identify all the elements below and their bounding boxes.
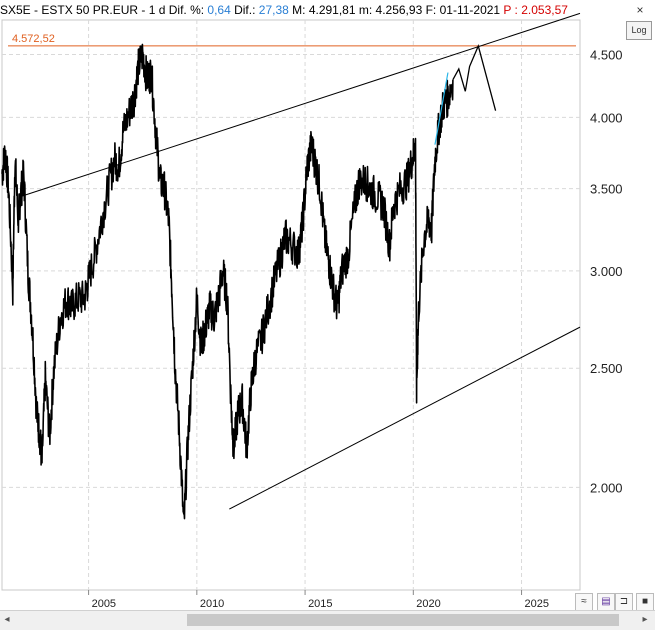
min-label: m: (355, 3, 376, 17)
x-axis: 2005 2010 2015 2020 2025 (92, 598, 549, 610)
y-tick-label: 2.500 (590, 361, 623, 376)
projection-path (452, 44, 497, 111)
scroll-left-icon[interactable]: ◂ (4, 614, 10, 625)
save-icon[interactable]: ▤ (597, 593, 615, 611)
max-label: M: (288, 3, 309, 17)
y-tick-label: 3.500 (590, 182, 623, 197)
price-line (1, 43, 454, 520)
close-icon[interactable]: × (636, 3, 644, 17)
date-label: F: (422, 3, 440, 17)
symbol-label: SX5E - ESTX 50 PR.EUR - (0, 3, 149, 17)
y-tick-label: 3.000 (590, 264, 623, 279)
scroll-thumb[interactable] (187, 614, 619, 626)
short-trend-line (434, 72, 449, 145)
chart-grid (1, 19, 581, 595)
p-label: P : (500, 3, 522, 17)
x-tick-label: 2020 (416, 598, 440, 610)
color-icon[interactable]: ■ (636, 593, 654, 611)
resistance-label: 4.572,52 (12, 33, 55, 45)
horizontal-line-group: 4.572,52 (8, 33, 576, 47)
dif-label: Dif.: (230, 3, 259, 17)
x-tick-label: 2005 (92, 598, 116, 610)
pin-icon[interactable]: ⊐ (615, 593, 633, 611)
channel-upper-line (21, 12, 581, 197)
projection-line (452, 44, 497, 111)
max-value: 4.291,81 (308, 3, 356, 17)
horizontal-scrollbar[interactable]: ◂ ▸ (0, 610, 655, 630)
date-value: 01-11-2021 (439, 3, 501, 17)
x-tick-label: 2025 (525, 598, 549, 610)
dif-value: 27,38 (258, 3, 289, 17)
y-axis: 2.000 2.500 3.000 3.500 4.000 4.500 (590, 47, 623, 495)
y-tick-label: 2.000 (590, 480, 623, 495)
x-tick-label: 2010 (200, 598, 224, 610)
period-label: 1 d (148, 3, 169, 17)
scroll-right-icon[interactable]: ▸ (642, 614, 648, 625)
log-scale-button[interactable]: Log (626, 21, 652, 40)
y-tick-label: 4.000 (590, 110, 623, 125)
channel-lines (21, 12, 581, 510)
channel-lower-line (229, 326, 581, 510)
price-chart: 4.572,52 2.0002.5003.0003.5004.0004.500 … (1, 12, 623, 610)
dif-pct-value: 0,64 (207, 3, 231, 17)
y-tick-label: 4.500 (590, 47, 623, 62)
p-value: 2.053,57 (521, 3, 568, 17)
price-series (1, 43, 454, 520)
quote-header: SX5E - ESTX 50 PR.EUR - 1 d Dif. %: 0,64… (0, 0, 630, 20)
plot-frame (1, 19, 581, 591)
x-tick-label: 2015 (308, 598, 332, 610)
min-value: 4.256,93 (375, 3, 423, 17)
dif-pct-label: Dif. %: (168, 3, 208, 17)
zoom-icon[interactable]: ≈ (575, 593, 593, 611)
